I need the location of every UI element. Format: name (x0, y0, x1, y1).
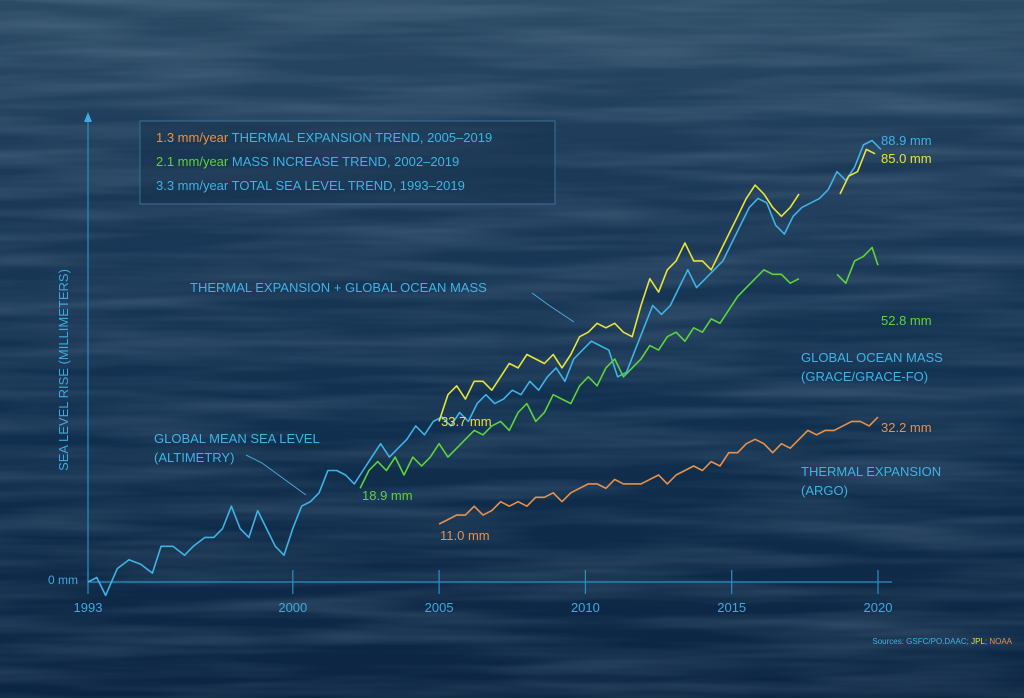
mass-start-value: 18.9 mm (362, 488, 413, 503)
series-group (87, 139, 882, 597)
legend-rate-total: 3.3 mm/year (156, 178, 229, 193)
mass-end-value: 52.8 mm (881, 313, 932, 328)
x-tick-label-2000: 2000 (278, 600, 307, 615)
thermal-sublabel: (ARGO) (801, 483, 848, 498)
y-axis-arrow-icon (84, 112, 92, 122)
gmsl-label: GLOBAL MEAN SEA LEVEL (154, 431, 320, 446)
legend-rate-thermal: 1.3 mm/year (156, 130, 229, 145)
sources-credit: Sources: GSFC/PO.DAAC; JPL; NOAA (872, 637, 1012, 646)
mass-line-segment-1 (359, 268, 800, 489)
legend-text-mass: MASS INCREASE TREND, 2002–2019 (232, 154, 459, 169)
sum-line-segment-1 (438, 184, 800, 422)
mass-line-segment-2 (836, 246, 879, 285)
x-tick-label-2020: 2020 (864, 600, 893, 615)
legend-text-total: TOTAL SEA LEVEL TREND, 1993–2019 (232, 178, 465, 193)
source-jpl: JPL (971, 637, 985, 646)
thermal-start-value: 11.0 mm (440, 528, 490, 543)
x-tick-label-2010: 2010 (571, 600, 600, 615)
thermal-line (438, 416, 879, 525)
x-ticks: 1993 2000 2005 2010 2015 2020 (74, 570, 893, 615)
source-noaa: NOAA (989, 637, 1012, 646)
x-tick-label-1993: 1993 (74, 600, 103, 615)
gmsl-line (87, 139, 882, 597)
sum-leader-line (531, 292, 575, 323)
legend-text-thermal: THERMAL EXPANSION TREND, 2005–2019 (232, 130, 493, 145)
sources-prefix: Sources: (872, 637, 906, 646)
x-tick-label-2015: 2015 (717, 600, 746, 615)
sum-end-value: 85.0 mm (881, 151, 932, 166)
gmsl-leader-line (245, 454, 307, 496)
legend-item-total: 3.3 mm/year TOTAL SEA LEVEL TREND, 1993–… (156, 178, 465, 193)
mass-sublabel: (GRACE/GRACE-FO) (801, 369, 928, 384)
thermal-end-value: 32.2 mm (881, 420, 932, 435)
legend: 1.3 mm/year THERMAL EXPANSION TREND, 200… (139, 120, 556, 205)
x-tick-label-2005: 2005 (425, 600, 454, 615)
source-gsfc: GSFC/PO.DAAC (906, 637, 967, 646)
y-zero-label: 0 mm (48, 573, 78, 587)
y-axis-label: SEA LEVEL RISE (MILLIMETERS) (56, 269, 71, 471)
gmsl-sublabel: (ALTIMETRY) (154, 450, 234, 465)
gmsl-end-value: 88.9 mm (881, 133, 932, 148)
legend-item-thermal: 1.3 mm/year THERMAL EXPANSION TREND, 200… (156, 130, 492, 145)
legend-item-mass: 2.1 mm/year MASS INCREASE TREND, 2002–20… (156, 154, 459, 169)
legend-rate-mass: 2.1 mm/year (156, 154, 229, 169)
thermal-label: THERMAL EXPANSION (801, 464, 941, 479)
mass-label: GLOBAL OCEAN MASS (801, 350, 943, 365)
sum-label: THERMAL EXPANSION + GLOBAL OCEAN MASS (190, 280, 487, 295)
sum-line-segment-2 (839, 148, 876, 195)
sum-start-value: 33.7 mm (441, 414, 492, 429)
y-axis (84, 112, 92, 582)
